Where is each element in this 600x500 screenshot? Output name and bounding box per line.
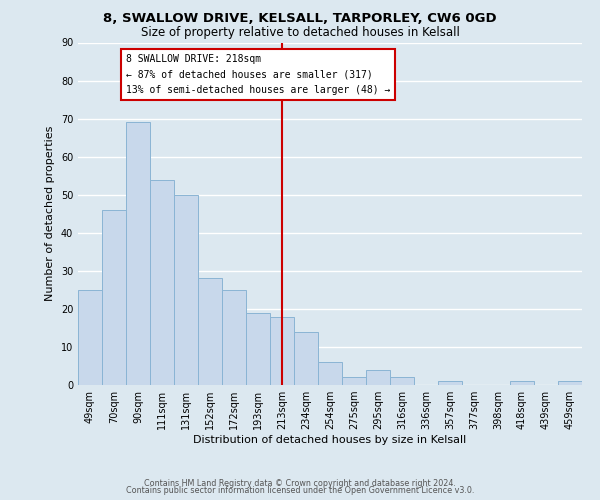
Bar [366, 370, 390, 385]
Bar [270, 316, 294, 385]
Bar [78, 290, 102, 385]
Bar [294, 332, 318, 385]
X-axis label: Distribution of detached houses by size in Kelsall: Distribution of detached houses by size … [193, 435, 467, 445]
Bar [102, 210, 126, 385]
Bar [126, 122, 150, 385]
Text: 8 SWALLOW DRIVE: 218sqm
← 87% of detached houses are smaller (317)
13% of semi-d: 8 SWALLOW DRIVE: 218sqm ← 87% of detache… [126, 54, 391, 95]
Bar [318, 362, 342, 385]
Bar [558, 381, 582, 385]
Bar [438, 381, 462, 385]
Text: Contains HM Land Registry data © Crown copyright and database right 2024.: Contains HM Land Registry data © Crown c… [144, 478, 456, 488]
Bar [342, 378, 366, 385]
Bar [222, 290, 246, 385]
Bar [174, 194, 198, 385]
Y-axis label: Number of detached properties: Number of detached properties [45, 126, 55, 302]
Bar [246, 312, 270, 385]
Bar [390, 378, 414, 385]
Bar [510, 381, 534, 385]
Bar [198, 278, 222, 385]
Text: Contains public sector information licensed under the Open Government Licence v3: Contains public sector information licen… [126, 486, 474, 495]
Text: 8, SWALLOW DRIVE, KELSALL, TARPORLEY, CW6 0GD: 8, SWALLOW DRIVE, KELSALL, TARPORLEY, CW… [103, 12, 497, 26]
Bar [150, 180, 174, 385]
Text: Size of property relative to detached houses in Kelsall: Size of property relative to detached ho… [140, 26, 460, 39]
